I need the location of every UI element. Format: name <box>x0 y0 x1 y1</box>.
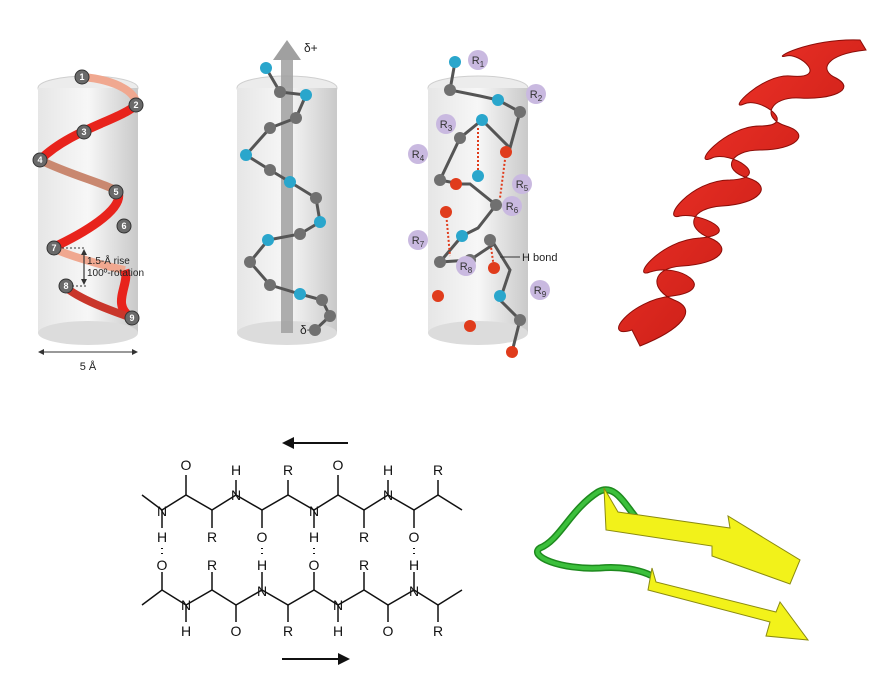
dipole-positive-label: δ+ <box>304 41 318 55</box>
rotation-label: 100º-rotation <box>87 268 144 279</box>
atom-h: H <box>383 462 393 478</box>
dipole-arrow <box>281 58 293 333</box>
atom-r: R <box>283 623 293 639</box>
sheet-hbonds <box>161 548 415 558</box>
atom-n: N <box>383 487 393 503</box>
r-label-9: R9 <box>534 285 547 299</box>
rise-label: 1.5-Å rise <box>87 254 130 267</box>
helix-hbond-model: R1 R2 R3 R4 R5 R6 R7 R8 R9 H bond <box>408 50 557 358</box>
strand-arrow-lower <box>647 567 810 641</box>
hbond-label: H bond <box>522 252 557 264</box>
r-label-8: R8 <box>460 261 473 275</box>
atom-n: N <box>409 583 419 599</box>
atom-h: H <box>409 557 419 573</box>
atom-h: H <box>181 623 191 639</box>
atom-n: N <box>257 583 267 599</box>
residue-number-8: 8 <box>63 281 68 291</box>
strand-arrow-upper <box>603 487 801 585</box>
atom-n: N <box>309 503 319 519</box>
atom-n: N <box>231 487 241 503</box>
residue-number-7: 7 <box>51 243 56 253</box>
atom-h: H <box>231 462 241 478</box>
residue-number-3: 3 <box>81 127 86 137</box>
r-label-6: R6 <box>506 201 519 215</box>
atom-o: O <box>309 557 320 573</box>
atom-h: H <box>257 557 267 573</box>
atom-h: H <box>333 623 343 639</box>
atom-n: N <box>181 597 191 613</box>
atom-o: O <box>157 557 168 573</box>
atom-o: O <box>231 623 242 639</box>
atom-r: R <box>433 623 443 639</box>
atom-h: H <box>157 529 167 545</box>
backbone-atoms <box>240 62 336 336</box>
residue-number-6: 6 <box>121 221 126 231</box>
atom-r: R <box>283 462 293 478</box>
r-label-4: R4 <box>412 149 425 163</box>
atom-n: N <box>333 597 343 613</box>
r-label-7: R7 <box>412 235 425 249</box>
atom-r: R <box>207 529 217 545</box>
r-label-1: R1 <box>472 55 485 69</box>
atom-o: O <box>409 529 420 545</box>
beta-hairpin-ribbon <box>534 486 810 641</box>
atom-o: O <box>181 457 192 473</box>
atom-r: R <box>207 557 217 573</box>
hbond-atoms <box>432 56 526 358</box>
atom-o: O <box>257 529 268 545</box>
r-label-2: R2 <box>530 89 543 103</box>
residue-number-1: 1 <box>79 72 84 82</box>
atom-r: R <box>359 557 369 573</box>
residue-number-5: 5 <box>113 187 118 197</box>
atom-o: O <box>383 623 394 639</box>
helix-residue-model: 1 2 3 4 5 6 7 8 9 1.5-Å rise 100º-rotati… <box>32 69 144 373</box>
residue-number-9: 9 <box>129 313 134 323</box>
r-label-5: R5 <box>516 179 529 193</box>
hairpin-loop <box>535 487 652 577</box>
r-group-labels: R1 R2 R3 R4 R5 R6 R7 R8 R9 <box>408 50 550 300</box>
atom-o: O <box>333 457 344 473</box>
r-label-3: R3 <box>440 119 453 133</box>
residue-number-4: 4 <box>37 155 42 165</box>
atom-r: R <box>359 529 369 545</box>
atom-n: N <box>157 503 167 519</box>
diameter-label: 5 Å <box>80 360 97 373</box>
atom-h: H <box>309 529 319 545</box>
residue-number-2: 2 <box>133 100 138 110</box>
atom-r: R <box>433 462 443 478</box>
helix-dipole-model: δ+ δ− <box>236 40 338 345</box>
beta-sheet-diagram: O H R O H R N N N N H R O H R O O R H O … <box>141 437 463 665</box>
residue-markers: 1 2 3 4 5 6 7 8 9 <box>32 69 144 326</box>
helix-ribbon <box>618 39 867 347</box>
